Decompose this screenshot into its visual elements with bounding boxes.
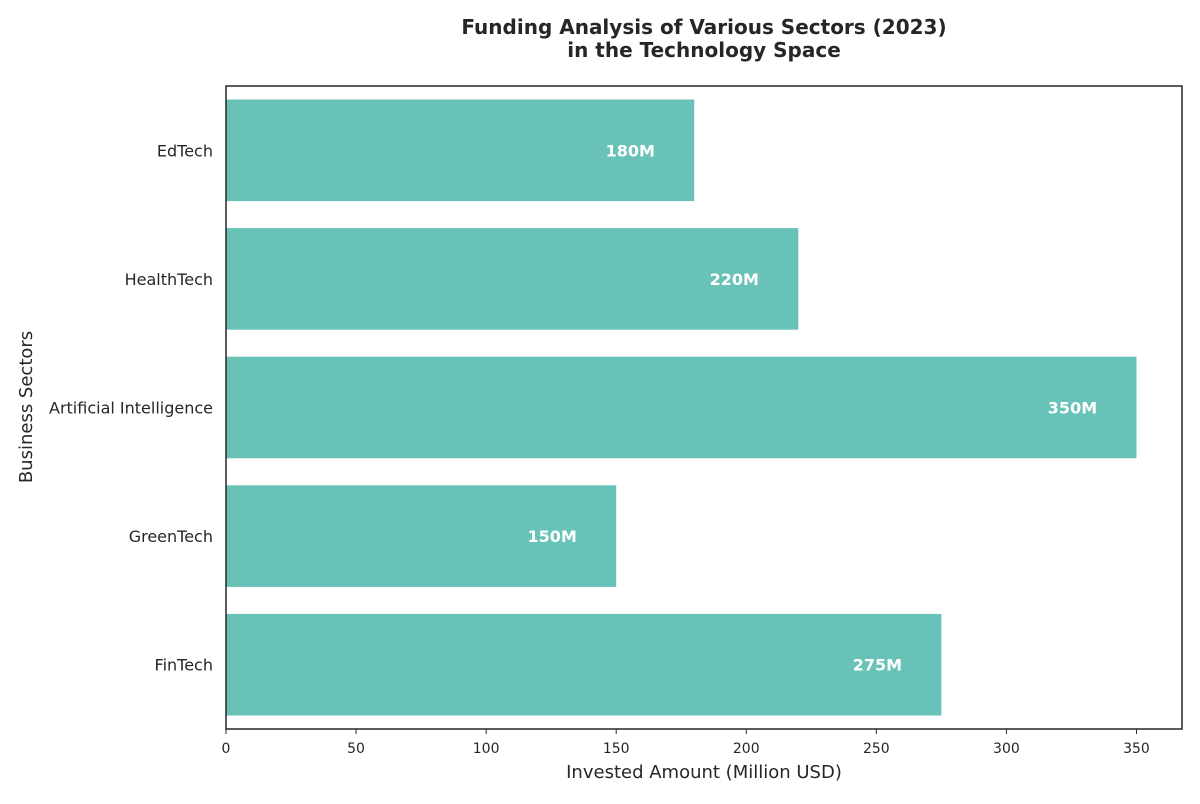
chart-title-line-1: Funding Analysis of Various Sectors (202… <box>461 15 946 39</box>
data-label-greentech: 150M <box>528 527 577 546</box>
y-axis-tick-labels: EdTech HealthTech Artificial Intelligence G… <box>49 141 213 674</box>
bars-group: 180M 220M 350M 150M 275M <box>226 99 1137 716</box>
x-axis-ticks: 0 50 100 150 200 250 300 350 <box>222 729 1150 757</box>
x-tick-label-150: 150 <box>603 741 630 757</box>
y-tick-label-edtech: EdTech <box>157 141 213 160</box>
y-tick-label-fintech: FinTech <box>155 656 213 675</box>
x-tick-label-300: 300 <box>993 741 1020 757</box>
x-tick-label-0: 0 <box>222 741 231 757</box>
y-tick-label-greentech: GreenTech <box>129 527 213 546</box>
x-tick-label-200: 200 <box>733 741 760 757</box>
x-tick-label-350: 350 <box>1123 741 1150 757</box>
y-tick-label-healthtech: HealthTech <box>125 270 213 289</box>
bar-greentech <box>226 485 617 587</box>
bar-edtech <box>226 99 695 202</box>
x-axis-label: Invested Amount (Million USD) <box>566 762 842 783</box>
chart-title-line-2: in the Technology Space <box>567 38 841 62</box>
plot-frame <box>225 85 1183 730</box>
bar-artificial-intelligence <box>226 356 1137 459</box>
data-label-edtech: 180M <box>606 141 655 160</box>
bar-fintech <box>226 613 942 716</box>
x-tick-label-250: 250 <box>863 741 890 757</box>
x-tick-label-50: 50 <box>347 741 365 757</box>
bar-healthtech <box>226 228 799 330</box>
x-tick-label-100: 100 <box>473 741 500 757</box>
data-label-artificial-intelligence: 350M <box>1048 399 1097 418</box>
data-label-fintech: 275M <box>853 656 902 675</box>
y-tick-label-artificial-intelligence: Artificial Intelligence <box>49 399 213 418</box>
data-label-healthtech: 220M <box>710 270 759 289</box>
y-axis-label: Business Sectors <box>16 331 37 483</box>
